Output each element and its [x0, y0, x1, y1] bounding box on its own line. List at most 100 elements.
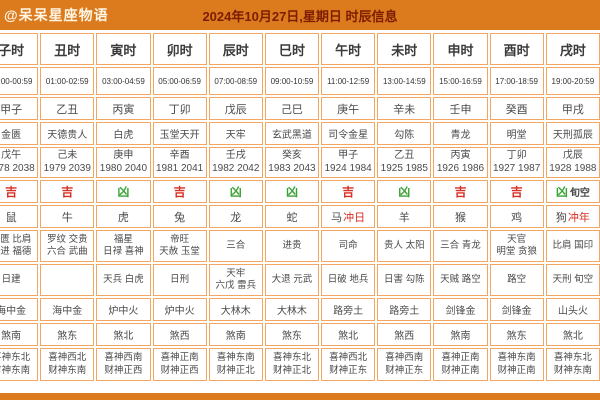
evil-gods-6: 日破 地兵 [321, 264, 376, 296]
sha-direction-9: 煞东 [489, 323, 544, 346]
sha-direction-row: 煞南 煞东 煞北 煞西 煞南 煞东 煞北 煞西 煞南 煞东 煞北 [0, 323, 600, 346]
page-title: 2024年10月27日,星期日 时辰信息 [202, 8, 398, 24]
joy-god-direction: 喜神东北 [553, 351, 592, 363]
joy-god-direction: 喜神西南 [104, 351, 143, 363]
year-values: 1924 1984 [324, 162, 372, 174]
nayin-element-6: 路旁土 [321, 298, 376, 321]
sha-direction-4: 煞南 [208, 323, 263, 346]
lucky-gods-line: 福星 [113, 233, 133, 245]
hour-ganzhi-1: 乙丑 [40, 97, 95, 120]
zodiac-name: 牛 [61, 211, 73, 224]
wealth-god-direction: 财神东南 [0, 364, 31, 376]
year-values: 1982 2042 [212, 162, 260, 174]
lucky-gods-line: 罗纹 交贵 [46, 233, 88, 245]
luck-flag-row: 吉吉凶吉凶凶吉凶吉吉凶旬空 [0, 180, 600, 203]
nayin-element-9: 剑锋金 [489, 298, 544, 321]
hour-ganzhi-row: 甲子 乙丑 丙寅 丁卯 戊辰 己巳 庚午 辛未 壬申 癸酉 甲戌 [0, 97, 600, 120]
luck-flag-9: 吉 [489, 180, 544, 203]
luck-value: 吉 [510, 185, 523, 199]
year-ganzhi: 丁卯 [506, 150, 527, 161]
zodiac-name: 鼠 [5, 211, 17, 224]
lucky-gods-9: 天官 明堂 贪狼 [489, 230, 544, 262]
lucky-gods-line: 比肩 国印 [552, 239, 594, 251]
duty-god-5: 玄武黑道 [264, 122, 320, 145]
nayin-element-10: 山头火 [545, 298, 600, 321]
zodiac-name: 马 [331, 211, 343, 224]
zodiac-years-0: 戊午1978 2038 [0, 147, 39, 178]
hour-ganzhi-7: 辛未 [377, 97, 432, 120]
duty-god-2: 白虎 [96, 122, 151, 145]
hour-ganzhi-0: 甲子 [0, 97, 39, 120]
year-ganzhi: 己未 [57, 150, 78, 161]
sha-direction-8: 煞南 [433, 323, 488, 346]
luck-value: 吉 [173, 185, 186, 199]
deity-directions-2: 喜神西南 财神正西 [96, 348, 151, 381]
duty-god-3: 玉堂天开 [152, 122, 207, 145]
time-range-row: 23:00-00:5901:00-02:5903:00-04:5905:00-0… [0, 67, 600, 95]
zodiac-name: 虎 [117, 211, 129, 224]
zodiac-years-9: 丁卯 1927 1987 [489, 147, 544, 178]
year-ganzhi: 甲子 [338, 150, 359, 161]
hour-info-table-body: 子时丑时寅时卯时辰时巳时午时未时申时酉时戌时23:00-00:5901:00-0… [0, 33, 600, 381]
year-values: 1978 2038 [0, 162, 35, 174]
evil-gods-line: 天刑 旬空 [552, 273, 594, 285]
luck-flag-7: 凶 [377, 180, 432, 203]
zodiac-animal-4: 龙 [208, 205, 263, 228]
evil-gods-1 [40, 264, 95, 296]
nayin-element-5: 大林木 [264, 298, 320, 321]
duty-god-8: 青龙 [433, 122, 488, 145]
wealth-god-direction: 财神正南 [441, 364, 480, 376]
hour-header-9: 酉时 [489, 33, 544, 65]
zodiac-clash-label: 冲日 [343, 211, 366, 224]
hour-header-10: 戌时 [545, 33, 600, 65]
zodiac-animal-10: 狗冲年 [545, 205, 600, 228]
joy-god-direction: 喜神东北 [272, 351, 311, 363]
wealth-god-direction: 财神东南 [48, 364, 87, 376]
luck-extra-label: 旬空 [569, 188, 590, 199]
evil-gods-0: 日建 [0, 264, 39, 296]
lucky-gods-10: 比肩 国印 [545, 230, 600, 262]
lucky-gods-line: 明堂 贪狼 [496, 246, 537, 257]
zodiac-animal-5: 蛇 [264, 205, 320, 228]
hour-info-table: 子时丑时寅时卯时辰时巳时午时未时申时酉时戌时23:00-00:5901:00-0… [0, 31, 600, 383]
evil-gods-line: 路空 [507, 273, 527, 285]
year-ganzhi: 丙寅 [450, 150, 471, 161]
zodiac-years-2: 庚申 1980 2040 [96, 147, 151, 178]
zodiac-name: 龙 [230, 211, 242, 224]
zodiac-years-6: 甲子 1924 1984 [321, 147, 376, 178]
evil-gods-line: 天兵 白虎 [103, 273, 144, 285]
duty-god-7: 勾陈 [377, 122, 432, 145]
lucky-gods-5: 进贵 [264, 230, 320, 262]
evil-gods-line: 天牢 [226, 267, 246, 279]
evil-gods-line: 大退 元武 [271, 273, 313, 285]
year-ganzhi: 壬戌 [225, 150, 246, 161]
time-range-3: 05:00-06:59 [152, 67, 207, 95]
hour-ganzhi-8: 壬申 [433, 97, 488, 120]
duty-god-row: 金匮 天德贵人 白虎 玉堂天开 天牢 玄武黑道 司令金星 勾陈 青龙 明堂 天刑孤辰 [0, 122, 600, 145]
nayin-element-4: 大林木 [208, 298, 263, 321]
sha-direction-0: 煞南 [0, 323, 39, 346]
luck-flag-0: 吉 [0, 180, 39, 203]
header-bar: @呆呆星座物语 2024年10月27日,星期日 时辰信息 [0, 0, 600, 30]
zodiac-name: 狗 [555, 211, 567, 224]
duty-god-10: 天刑孤辰 [545, 122, 600, 145]
year-ganzhi: 庚申 [113, 150, 134, 161]
hour-ganzhi-9: 癸酉 [489, 97, 544, 120]
hour-header-row: 子时 丑时 寅时 卯时 辰时 巳时 午时 未时 申时 酉时 戌时 [0, 33, 600, 65]
zodiac-years-3: 辛酉 1981 2041 [152, 147, 207, 178]
lucky-gods-line: 司命 [338, 239, 358, 251]
deity-directions-10: 喜神东北 财神东南 [545, 348, 600, 381]
joy-god-direction: 喜神正南 [160, 351, 199, 363]
luck-value: 吉 [342, 185, 355, 199]
evil-gods-10: 天刑 旬空 [545, 264, 600, 296]
year-values: 1980 2040 [99, 162, 148, 174]
duty-god-0: 金匮 [0, 122, 39, 145]
duty-god-9: 明堂 [489, 122, 544, 145]
hour-ganzhi-5: 己巳 [264, 97, 320, 120]
lucky-gods-line: 贵人 太阳 [383, 239, 425, 251]
deity-directions-9: 喜神东南 财神正南 [489, 348, 544, 381]
lucky-gods-line: 进贵 [282, 239, 302, 251]
zodiac-name: 鸡 [511, 211, 523, 224]
wealth-god-direction: 财神正西 [160, 364, 199, 376]
